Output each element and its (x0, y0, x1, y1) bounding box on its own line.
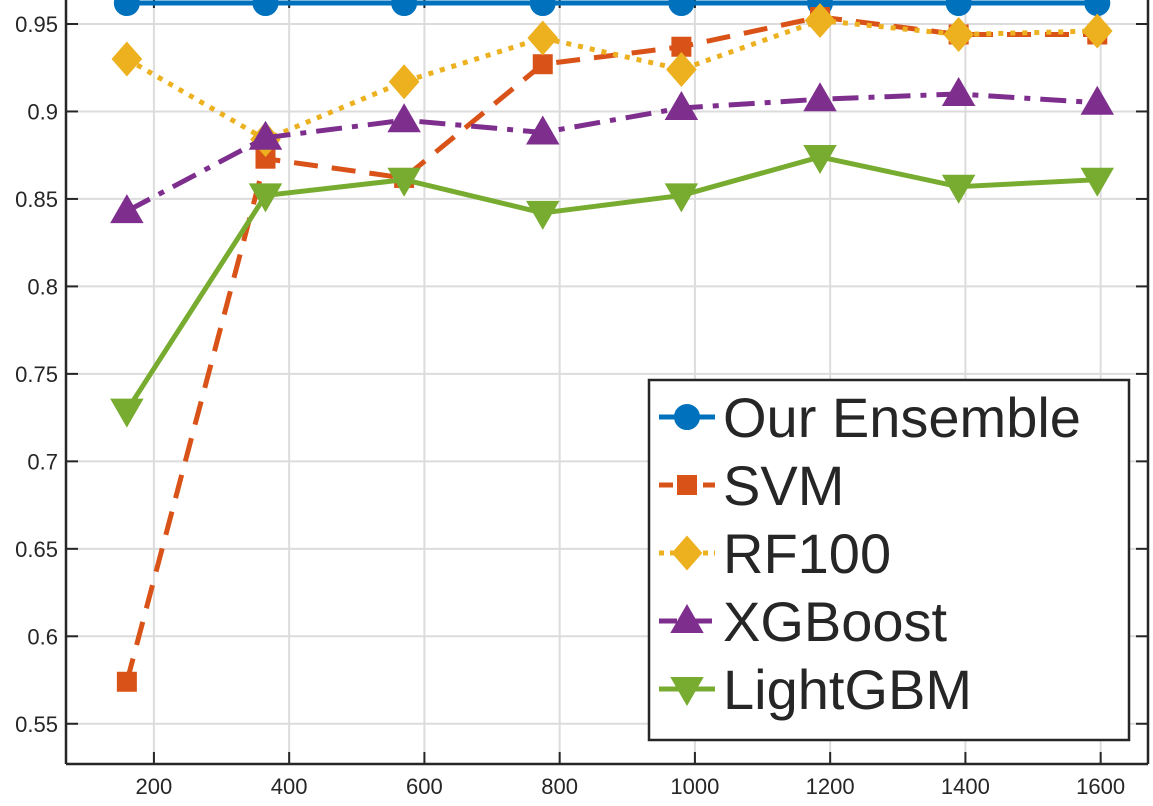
legend-marker (671, 535, 703, 571)
legend-item: XGBoost (659, 590, 948, 653)
series-group (110, 0, 1115, 692)
y-tick-label: 0.7 (27, 449, 58, 474)
legend-label: RF100 (723, 522, 891, 585)
data-point (116, 671, 137, 692)
y-tick-label: 0.6 (27, 624, 58, 649)
data-point (248, 120, 283, 150)
series-our-ensemble (113, 0, 1111, 16)
x-tick-label: 800 (541, 774, 578, 799)
x-tick-label: 1000 (670, 774, 719, 799)
legend-marker (677, 475, 697, 495)
data-point (529, 0, 556, 16)
legend-label: Our Ensemble (723, 386, 1081, 449)
data-point (527, 20, 559, 56)
data-point (110, 194, 144, 224)
y-tick-label: 0.65 (15, 537, 58, 562)
data-point (387, 167, 421, 197)
data-point (111, 41, 143, 77)
data-point (666, 51, 697, 87)
legend-label: SVM (723, 454, 844, 517)
data-point (1084, 0, 1111, 16)
y-tick-label: 0.55 (15, 712, 58, 737)
data-point (388, 64, 420, 100)
y-tick-label: 0.95 (15, 12, 58, 37)
data-point (1081, 13, 1113, 49)
data-point (664, 183, 699, 213)
series-line (124, 14, 1098, 683)
data-point (391, 0, 418, 16)
series-lightgbm (110, 144, 1115, 428)
data-point (248, 183, 283, 213)
legend-marker (670, 677, 704, 707)
x-tick-label: 1400 (941, 774, 990, 799)
legend-label: XGBoost (723, 590, 948, 653)
data-point (526, 115, 560, 145)
series-line (124, 154, 1098, 412)
data-point (804, 2, 836, 39)
legend-item: Our Ensemble (659, 386, 1081, 449)
x-tick-label: 200 (136, 774, 173, 799)
x-tick-label: 400 (271, 774, 308, 799)
legend-item: SVM (659, 454, 844, 517)
x-tick-label: 1600 (1076, 774, 1125, 799)
data-point (113, 0, 140, 16)
legend-item: LightGBM (659, 658, 972, 721)
data-point (1080, 85, 1115, 115)
data-point (532, 54, 553, 75)
data-point (945, 0, 972, 16)
series-line (125, 91, 1098, 214)
data-point (526, 200, 560, 230)
data-point (1080, 167, 1115, 197)
series-xgboost (110, 76, 1115, 224)
legend-marker (674, 404, 700, 430)
data-point (803, 144, 837, 174)
y-tick-label: 0.9 (27, 99, 58, 124)
data-point (387, 103, 421, 133)
y-tick-label: 0.8 (27, 274, 58, 299)
x-tick-label: 1200 (806, 774, 855, 799)
legend-marker (670, 603, 704, 633)
data-point (252, 0, 279, 16)
legend-item: RF100 (659, 522, 891, 585)
y-tick-label: 0.85 (15, 187, 58, 212)
x-tick-label: 600 (406, 774, 443, 799)
y-tick-label: 0.75 (15, 362, 58, 387)
data-point (941, 76, 976, 106)
data-point (110, 398, 144, 428)
legend-box (647, 378, 1131, 742)
data-point (943, 16, 974, 53)
axes: 200 400 600 800 1000 1200 1400 1600 0.55 0.6 0.65 0… (15, 0, 1150, 799)
legend-label: LightGBM (723, 658, 972, 721)
data-point (803, 82, 837, 112)
data-point (941, 174, 976, 204)
data-point (668, 0, 695, 16)
data-point (664, 90, 699, 120)
